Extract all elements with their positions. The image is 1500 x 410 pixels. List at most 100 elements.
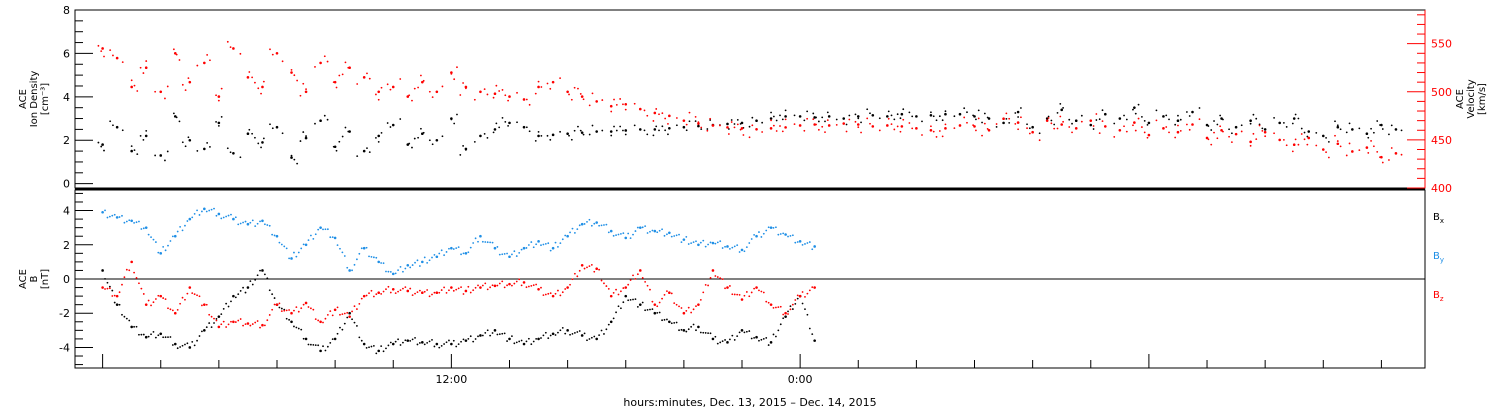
data-point xyxy=(377,90,381,94)
data-point xyxy=(1345,154,1348,157)
data-point xyxy=(109,49,112,52)
data-point xyxy=(566,90,569,94)
data-point xyxy=(1400,153,1403,156)
data-point xyxy=(1080,120,1083,123)
data-point xyxy=(1059,102,1062,105)
data-point xyxy=(382,262,385,265)
data-point xyxy=(271,293,274,296)
data-point xyxy=(772,333,775,336)
data-point xyxy=(1071,122,1073,125)
data-point xyxy=(1213,120,1215,122)
data-point xyxy=(333,236,337,240)
data-point xyxy=(154,241,157,243)
data-point xyxy=(186,220,189,222)
data-point xyxy=(288,318,291,321)
data-point xyxy=(511,335,513,338)
data-point xyxy=(404,286,407,288)
data-point xyxy=(871,113,875,117)
data-point xyxy=(658,301,661,304)
data-point xyxy=(1098,118,1101,121)
data-point xyxy=(1191,110,1194,114)
data-point xyxy=(748,295,751,298)
data-point xyxy=(690,325,693,328)
data-point xyxy=(164,97,166,100)
data-point xyxy=(176,230,179,233)
data-point xyxy=(203,147,206,151)
data-point xyxy=(527,337,530,340)
data-point xyxy=(109,120,112,123)
data-point xyxy=(784,118,787,121)
top-left-ylabel-line: Ion Density xyxy=(29,71,40,128)
data-point xyxy=(670,235,673,238)
data-point xyxy=(257,142,260,145)
data-point xyxy=(304,136,308,140)
data-point xyxy=(769,127,773,130)
data-point xyxy=(1303,138,1306,141)
data-point xyxy=(714,335,717,338)
data-point xyxy=(569,333,571,336)
data-point xyxy=(995,123,998,125)
right-tick-label: 400 xyxy=(1431,182,1452,195)
data-point xyxy=(595,100,598,103)
data-point xyxy=(742,134,745,136)
data-point xyxy=(144,134,148,138)
data-point xyxy=(362,149,366,153)
data-point xyxy=(387,285,390,288)
data-point xyxy=(275,234,279,238)
data-point xyxy=(448,289,450,292)
data-point xyxy=(624,133,627,136)
data-point xyxy=(1300,127,1303,130)
data-point xyxy=(935,119,938,122)
data-point xyxy=(649,288,651,291)
data-point xyxy=(184,298,186,301)
data-point xyxy=(656,231,659,234)
data-point xyxy=(806,242,809,244)
data-point xyxy=(438,252,441,255)
data-point xyxy=(232,294,235,298)
data-point xyxy=(622,129,624,132)
data-point xyxy=(366,72,368,75)
data-point xyxy=(1014,112,1017,114)
data-point xyxy=(453,78,456,81)
data-point xyxy=(692,308,695,311)
data-point xyxy=(644,280,647,283)
data-point xyxy=(101,47,104,50)
data-point xyxy=(688,111,691,114)
data-point xyxy=(1252,132,1255,135)
data-point xyxy=(755,286,758,289)
data-point xyxy=(217,212,221,216)
data-point xyxy=(527,285,530,288)
data-point xyxy=(142,227,145,230)
data-point xyxy=(896,113,899,116)
data-point xyxy=(411,264,414,266)
data-point xyxy=(856,123,860,126)
data-point xyxy=(460,253,462,256)
data-point xyxy=(101,286,104,289)
data-point xyxy=(564,234,567,237)
legend-By: By xyxy=(1433,251,1444,264)
data-point xyxy=(745,330,748,333)
data-point xyxy=(731,293,734,296)
data-point xyxy=(140,228,143,230)
data-point xyxy=(491,241,494,244)
data-point xyxy=(740,248,744,252)
data-point xyxy=(753,233,756,236)
data-point xyxy=(1056,127,1059,130)
data-point xyxy=(290,71,293,74)
data-point xyxy=(682,238,686,241)
data-point xyxy=(680,307,683,309)
data-point xyxy=(331,314,334,317)
data-point xyxy=(615,234,617,237)
data-point xyxy=(222,320,225,323)
data-point xyxy=(329,236,332,239)
data-point xyxy=(414,261,416,264)
data-point xyxy=(399,265,402,268)
data-point xyxy=(1207,125,1210,127)
data-point xyxy=(547,337,550,340)
data-point xyxy=(724,339,726,341)
data-point xyxy=(501,280,504,283)
data-point xyxy=(582,133,585,136)
data-point xyxy=(554,292,557,295)
data-point xyxy=(598,334,601,337)
data-point xyxy=(566,132,569,136)
